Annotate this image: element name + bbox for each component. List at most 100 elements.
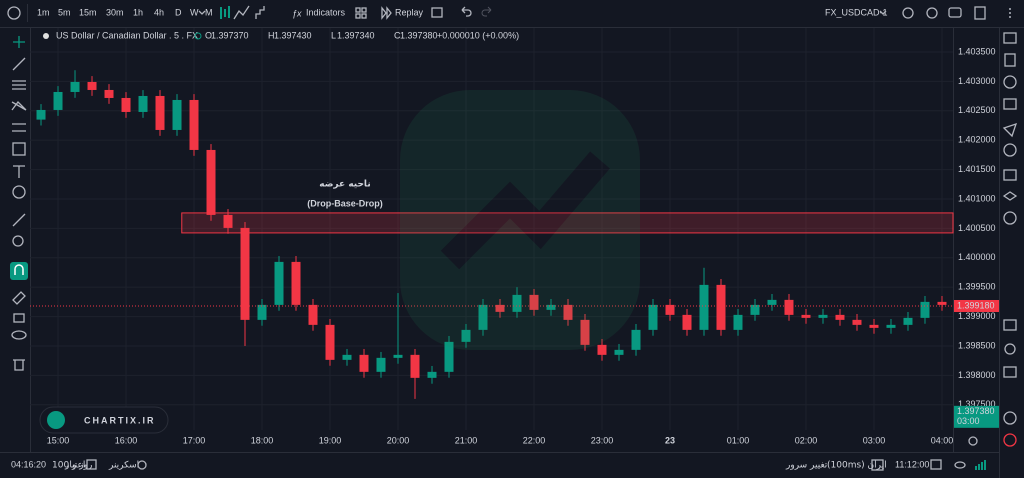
change-server[interactable]: تغییر سرور	[785, 461, 828, 471]
snapshot-button[interactable]	[948, 7, 962, 18]
ohlc-change: +0.000010 (+0.00%)	[437, 30, 519, 40]
replay-button[interactable]: Replay	[395, 7, 424, 17]
x-tick-label: 22:00	[523, 435, 546, 445]
y-tick-label: 1.402000	[958, 135, 996, 145]
redo-button[interactable]	[481, 6, 492, 17]
candle-body	[189, 99, 199, 150]
logo-shape	[400, 90, 640, 350]
candle-body	[393, 354, 403, 358]
ideas-button[interactable]	[1003, 211, 1017, 225]
countdown-time: 03:00	[957, 416, 980, 426]
ruler-tool[interactable]	[12, 213, 26, 227]
x-tick-label: 20:00	[387, 435, 410, 445]
calendar-button[interactable]	[1003, 169, 1017, 181]
menu-dot[interactable]	[1009, 16, 1011, 18]
undo-button[interactable]	[461, 6, 472, 17]
interval-button[interactable]: 1h	[133, 7, 143, 17]
help-button[interactable]	[1003, 143, 1017, 157]
interval-button[interactable]: 1m	[37, 7, 50, 17]
visibility-tool[interactable]	[11, 330, 27, 340]
indicators-button[interactable]: Indicators	[306, 7, 346, 17]
candle-body	[784, 299, 794, 315]
symbol-menu[interactable]	[879, 10, 887, 15]
interval-button[interactable]: 5m	[58, 7, 71, 17]
panel-button[interactable]	[1003, 366, 1017, 378]
screener-icon[interactable]	[137, 460, 147, 470]
interval-button[interactable]: M	[205, 7, 213, 17]
annotation-subtitle: (Drop-Base-Drop)	[307, 198, 383, 208]
crosshair-tool[interactable]	[13, 36, 25, 48]
layouts-icon[interactable]	[361, 7, 367, 13]
line-button[interactable]	[233, 5, 250, 20]
screener[interactable]: اسکرینر	[108, 461, 139, 471]
interval-button[interactable]: W	[190, 7, 199, 17]
fullscreen-button[interactable]	[974, 6, 986, 20]
send-button[interactable]	[1002, 122, 1018, 138]
search-button[interactable]	[902, 7, 914, 19]
fullscreen-button[interactable]	[431, 7, 443, 18]
lock-tool[interactable]	[13, 313, 25, 323]
layouts-icon[interactable]	[355, 13, 361, 19]
compare-button[interactable]	[255, 6, 265, 19]
logo-mark	[440, 151, 610, 270]
clock: 04:16:20	[11, 459, 46, 469]
candle-body	[427, 371, 437, 378]
fib-tool[interactable]	[12, 80, 26, 90]
interval-menu[interactable]	[198, 10, 206, 15]
zoom-tool[interactable]	[12, 235, 24, 247]
prediction-tool[interactable]	[12, 123, 26, 132]
interval-button[interactable]: 30m	[106, 7, 124, 17]
settings-button[interactable]	[926, 7, 938, 19]
x-tick-label: 02:00	[795, 435, 818, 445]
x-tick-label: 15:00	[47, 435, 70, 445]
interval-button[interactable]: 4h	[154, 7, 164, 17]
account-button[interactable]	[1003, 411, 1017, 425]
watermark-icon	[47, 411, 65, 429]
candles-button[interactable]	[220, 6, 230, 19]
candle-body	[495, 304, 505, 312]
ohlc-label: C	[394, 30, 401, 40]
layouts-icon[interactable]	[355, 7, 361, 13]
interval-button[interactable]: 15m	[79, 7, 97, 17]
close-icon[interactable]	[930, 459, 942, 470]
menu-dot[interactable]	[1009, 8, 1011, 10]
alerts-button[interactable]	[1004, 53, 1016, 67]
candle-body	[257, 304, 267, 320]
candle-body	[138, 95, 148, 112]
lock-drawing-tool[interactable]	[12, 291, 26, 305]
delete-tool[interactable]	[13, 359, 25, 371]
server-icon	[871, 459, 884, 471]
chat-button[interactable]	[1003, 319, 1017, 331]
eye-icon[interactable]	[954, 461, 966, 469]
symbol-name[interactable]: FX_USDCAD-1	[825, 7, 888, 17]
icon-tool[interactable]	[12, 185, 26, 199]
ohlc-label: L	[331, 30, 336, 40]
symbol-title: US Dollar / Canadian Dollar . 5 . FX	[56, 30, 198, 40]
fx-icon[interactable]: ƒx	[292, 8, 302, 18]
clock-button[interactable]	[1003, 75, 1017, 89]
candle-body	[903, 317, 913, 325]
data-button[interactable]	[1003, 98, 1017, 110]
network-button[interactable]	[1004, 343, 1016, 355]
trendline-tool[interactable]	[12, 57, 26, 71]
days-left: 100 روز و	[52, 461, 92, 471]
layouts-icon[interactable]	[361, 13, 367, 19]
interval-button[interactable]: D	[175, 7, 182, 17]
watchlist-button[interactable]	[1003, 32, 1017, 44]
layers-button[interactable]	[1002, 191, 1018, 201]
add-symbol[interactable]	[7, 6, 21, 20]
x-tick-label: 16:00	[115, 435, 138, 445]
magnet-tool[interactable]	[10, 262, 28, 280]
replay-icon[interactable]	[381, 6, 392, 20]
pattern-tool[interactable]	[11, 101, 27, 111]
shape-tool[interactable]	[12, 142, 26, 156]
text-tool[interactable]	[13, 165, 25, 178]
power-button[interactable]	[1003, 433, 1017, 447]
axis-settings[interactable]	[968, 436, 978, 446]
candle-body	[359, 354, 369, 372]
candle-body	[121, 97, 131, 112]
menu-dot[interactable]	[1009, 12, 1011, 14]
candle-body	[733, 314, 743, 330]
y-tick-label: 1.403000	[958, 76, 996, 86]
candle-body	[767, 299, 777, 305]
